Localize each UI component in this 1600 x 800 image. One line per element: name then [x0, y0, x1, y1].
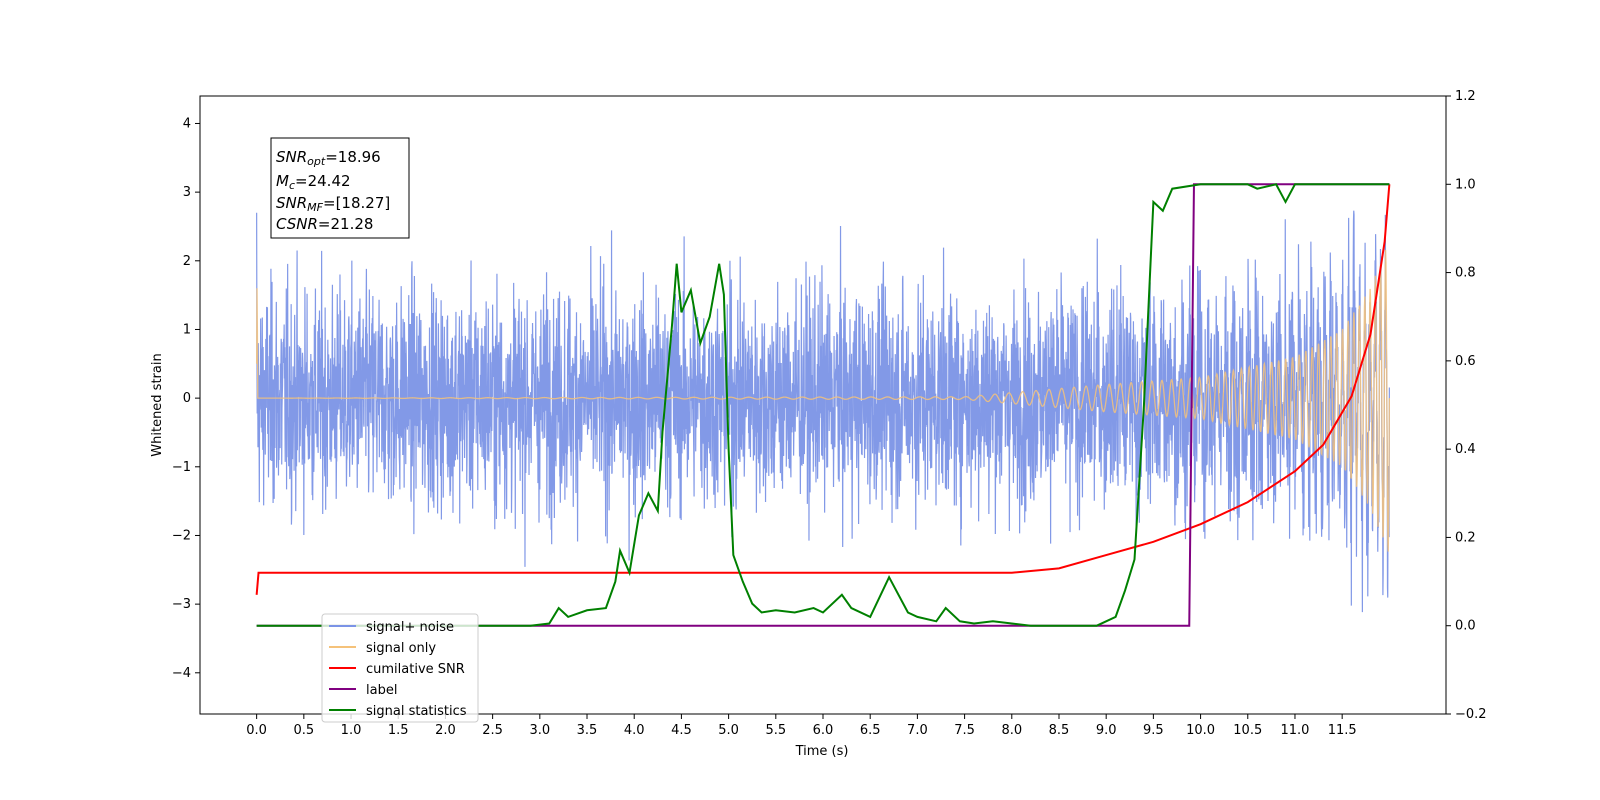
x-tick-label: 5.5 [765, 723, 786, 738]
x-tick-label: 0.5 [293, 723, 314, 738]
legend: signal+ noise signal only cumilative SNR la… [321, 613, 479, 723]
left-y-tick-label: −4 [172, 666, 191, 681]
x-tick-label: 10.0 [1186, 723, 1215, 738]
right-y-tick-label: 0.8 [1455, 266, 1476, 281]
left-y-tick-label: −3 [172, 597, 191, 612]
x-axis: 0.0 0.5 1.0 1.5 2.0 2.5 3.0 3.5 4.0 4.5 5.0 5.5 6.0 6… [246, 714, 1357, 738]
x-axis-label: Time (s) [795, 744, 849, 759]
left-y-tick-label: 1 [183, 322, 191, 337]
left-y-axis: 4 3 2 1 0 −1 −2 −3 −4 [172, 116, 200, 681]
stats-box: SNRopt=18.96 Mc=24.42 SNRMF=[18.27] CSNR… [270, 137, 410, 239]
left-y-tick-label: 2 [183, 254, 191, 269]
x-tick-label: 8.0 [1001, 723, 1022, 738]
x-tick-label: 4.5 [671, 723, 692, 738]
left-y-tick-label: 4 [183, 116, 191, 131]
x-tick-label: 1.5 [388, 723, 409, 738]
legend-label: label [366, 683, 397, 698]
y-axis-label: Whitened strain [150, 353, 165, 456]
stats-snr-mf: SNRMF=[18.27] [276, 194, 390, 214]
stats-mc: Mc=24.42 [276, 172, 351, 192]
x-tick-label: 4.0 [624, 723, 645, 738]
x-tick-label: 7.0 [907, 723, 928, 738]
x-tick-label: 5.0 [718, 723, 739, 738]
left-y-tick-label: 0 [183, 391, 191, 406]
series-signal-statistics [256, 183, 1390, 627]
x-tick-label: 11.5 [1328, 723, 1357, 738]
right-y-tick-label: 1.2 [1455, 89, 1476, 104]
legend-label: cumilative SNR [366, 662, 465, 677]
x-tick-label: 2.0 [435, 723, 456, 738]
x-tick-label: 11.0 [1280, 723, 1309, 738]
right-y-tick-label: 0.4 [1455, 442, 1476, 457]
right-y-axis: 1.2 1.0 0.8 0.6 0.4 0.2 0.0 −0.2 [1446, 89, 1487, 722]
right-y-tick-label: 0.2 [1455, 530, 1476, 545]
stats-csnr: CSNR=21.28 [276, 215, 373, 233]
x-tick-label: 0.0 [246, 723, 267, 738]
right-y-tick-label: −0.2 [1455, 707, 1487, 722]
left-y-tick-label: −2 [172, 528, 191, 543]
x-tick-label: 6.0 [813, 723, 834, 738]
x-tick-label: 6.5 [860, 723, 881, 738]
legend-frame [321, 613, 479, 723]
stats-box-frame [270, 137, 410, 239]
x-tick-label: 9.5 [1143, 723, 1164, 738]
x-tick-label: 10.5 [1233, 723, 1262, 738]
left-y-tick-label: −1 [172, 460, 191, 475]
x-tick-label: 1.0 [341, 723, 362, 738]
series-layer [255, 183, 1391, 627]
right-y-tick-label: 1.0 [1455, 177, 1476, 192]
x-tick-label: 3.5 [577, 723, 598, 738]
legend-label: signal only [366, 641, 436, 656]
right-y-tick-label: 0.0 [1455, 619, 1476, 634]
stats-snr-opt: SNRopt=18.96 [276, 148, 381, 168]
x-tick-label: 9.0 [1096, 723, 1117, 738]
x-tick-label: 7.5 [954, 723, 975, 738]
left-y-tick-label: 3 [183, 185, 191, 200]
legend-label: signal+ noise [366, 620, 454, 635]
x-tick-label: 3.0 [529, 723, 550, 738]
right-y-tick-label: 0.6 [1455, 354, 1476, 369]
series-signal-only [255, 249, 1391, 552]
series-label [256, 183, 1390, 627]
x-tick-label: 8.5 [1049, 723, 1070, 738]
x-tick-label: 2.5 [482, 723, 503, 738]
legend-label: signal statistics [366, 704, 467, 719]
series-signal-noise [256, 210, 1390, 613]
series-cumulative-snr [255, 184, 1391, 595]
